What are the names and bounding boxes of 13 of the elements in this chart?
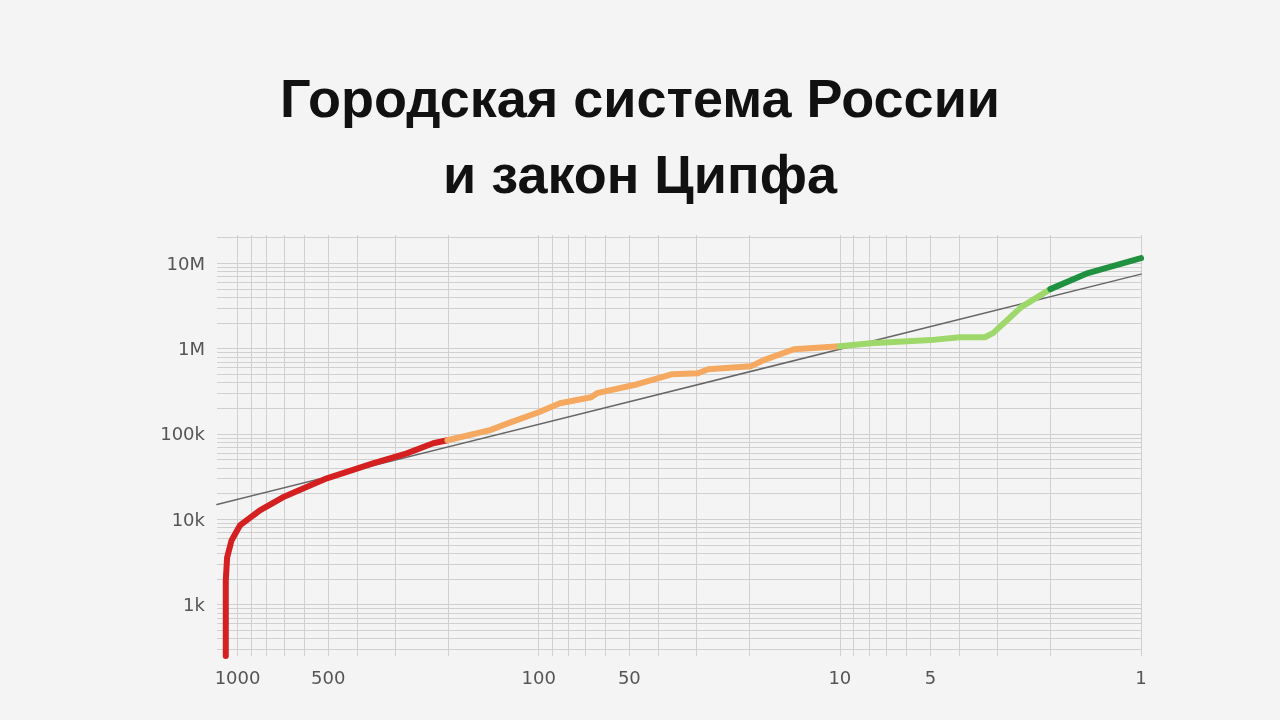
x-tick-label: 1 [1135,666,1147,688]
x-tick-label: 10 [828,666,852,688]
y-tick-label: 10k [171,508,206,530]
x-tick-label: 500 [311,666,346,688]
x-tick-label: 1000 [214,666,261,688]
y-tick-label: 1M [178,338,205,360]
chart-title: Городская система России и закон Ципфа [279,68,1001,204]
x-tick-label: 100 [521,666,556,688]
y-tick-label: 10M [166,252,205,274]
y-tick-label: 100k [160,423,206,445]
x-tick-label: 50 [617,666,641,688]
x-tick-label: 5 [924,666,937,688]
y-tick-label: 1k [183,594,206,616]
